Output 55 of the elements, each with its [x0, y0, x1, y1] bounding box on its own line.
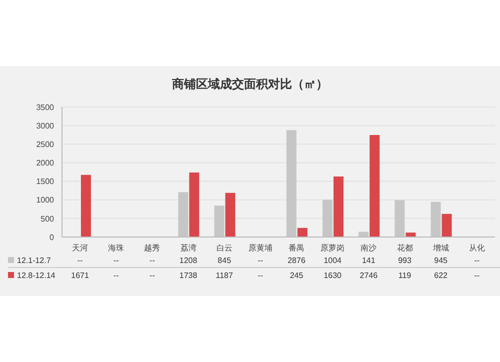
- y-tick-label: 3000: [36, 121, 55, 130]
- legend-label: 12.8-12.14: [17, 270, 56, 280]
- x-tick-label: 原萝岗: [320, 244, 345, 253]
- data-label: 1738: [178, 270, 198, 280]
- text: --: [77, 256, 83, 264]
- y-tick-label: 1500: [36, 177, 55, 186]
- text: --: [258, 270, 264, 280]
- x-tick-label: 南沙: [360, 244, 377, 253]
- y-tick-label: 2500: [36, 140, 55, 149]
- x-tick-label: 花都: [396, 244, 413, 253]
- bar: [442, 214, 452, 237]
- legend-label: 12.1-12.7: [17, 256, 51, 264]
- y-tick-label: 1000: [36, 196, 55, 205]
- y-tick-label: 0: [50, 232, 55, 242]
- text: --: [474, 270, 480, 280]
- data-label: 1004: [322, 256, 342, 264]
- x-tick-label: 越秀: [144, 244, 160, 253]
- y-tick-label: 2000: [36, 158, 55, 168]
- bar: [189, 172, 200, 237]
- data-label: 622: [433, 270, 448, 280]
- y-tick-label: 3500: [36, 102, 55, 112]
- data-label: 1208: [178, 256, 198, 264]
- x-tick-label: 增城: [432, 244, 449, 253]
- data-label: 2746: [358, 270, 379, 280]
- data-label: 1630: [322, 270, 342, 280]
- data-label: 2876: [286, 256, 306, 264]
- text: --: [150, 256, 155, 264]
- data-label: 245: [288, 270, 304, 280]
- bar: [225, 192, 236, 237]
- data-label: 1187: [214, 270, 234, 280]
- x-tick-label: 番禺: [288, 244, 305, 253]
- bar: [406, 232, 416, 237]
- text: --: [113, 256, 119, 264]
- text: --: [258, 256, 264, 264]
- x-tick-label: 荔湾: [180, 244, 196, 253]
- bar: [297, 228, 308, 237]
- data-label: 1671: [70, 270, 90, 280]
- x-tick-label: 从化: [468, 244, 485, 253]
- data-label: 119: [397, 270, 412, 280]
- x-tick-label: 海珠: [108, 244, 124, 253]
- data-label: 845: [216, 256, 232, 264]
- data-label: 141: [360, 256, 376, 264]
- bar: [370, 135, 380, 237]
- x-tick-label: 白云: [216, 244, 232, 253]
- text: --: [113, 270, 119, 280]
- data-label: 993: [397, 256, 412, 264]
- x-tick-label: 天河: [72, 244, 88, 253]
- bar: [80, 174, 91, 237]
- text: --: [150, 270, 155, 280]
- x-tick-label: 原黄埔: [248, 244, 272, 253]
- y-tick-label: 500: [40, 214, 55, 224]
- text: --: [474, 256, 480, 264]
- chart-title: 商铺区域成交面积对比（㎡）: [171, 76, 329, 93]
- bar: [334, 176, 344, 237]
- data-label: 945: [433, 256, 448, 264]
